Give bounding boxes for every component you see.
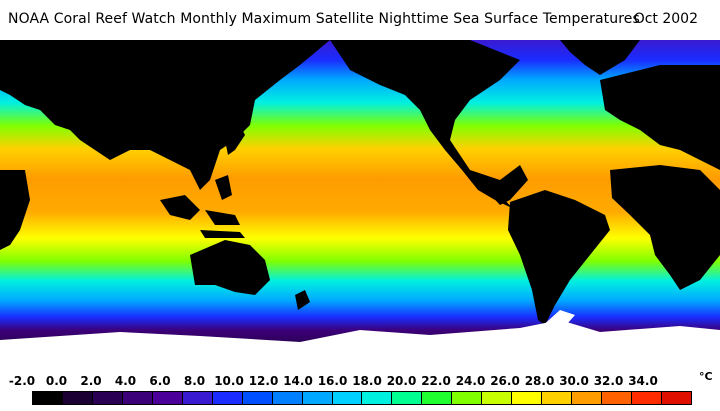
colorbar-swatch (302, 392, 333, 404)
colorbar-tick-label: 6.0 (149, 374, 171, 388)
colorbar-swatch (572, 392, 603, 404)
colorbar-swatch (452, 392, 483, 404)
colorbar-tick-label: 28.0 (524, 374, 555, 388)
colorbar-tick-labels: °C -2.0 0.0 2.0 4.0 6.0 8.0 10.0 12.0 14.0 16.0 18… (0, 370, 720, 390)
map-date: Oct 2002 (633, 11, 698, 27)
eurasia-landmass (0, 40, 720, 190)
colorbar-swatch (272, 392, 303, 404)
colorbar-swatch (242, 392, 273, 404)
colorbar-tick-label: 4.0 (114, 374, 137, 388)
australia-landmass (190, 240, 270, 295)
title-bar: NOAA Coral Reef Watch Monthly Maximum Sa… (0, 0, 720, 40)
colorbar-swatch (392, 392, 423, 404)
colorbar-unit: °C (699, 370, 713, 383)
colorbar-tick-label: 24.0 (455, 374, 486, 388)
colorbar-tick-label: 16.0 (317, 374, 348, 388)
antarctic-peninsula-ice (540, 310, 575, 332)
greenland-landmass (560, 40, 640, 75)
sst-map-canvas (0, 40, 720, 370)
colorbar-tick-label: 0.0 (45, 374, 68, 388)
colorbar-swatch (152, 392, 183, 404)
colorbar-swatch (62, 392, 93, 404)
new-zealand-islands (295, 290, 310, 310)
colorbar-tick-label: 2.0 (80, 374, 102, 388)
map-title: NOAA Coral Reef Watch Monthly Maximum Sa… (8, 11, 640, 27)
colorbar-tick-label: 14.0 (283, 374, 313, 388)
colorbar-swatch (212, 392, 243, 404)
japan-islands (225, 125, 245, 155)
colorbar-tick-label: 26.0 (490, 374, 520, 388)
colorbar-tick-label: -2.0 (8, 374, 36, 388)
maritime-continent-islands (160, 175, 245, 238)
colorbar-tick-label: 30.0 (559, 374, 589, 388)
colorbar-tick-label: 18.0 (352, 374, 382, 388)
colorbar-swatch (92, 392, 123, 404)
colorbar-swatch (362, 392, 393, 404)
central-america-landmass (470, 165, 528, 205)
sst-map (0, 40, 720, 370)
colorbar-tick-label: 8.0 (183, 374, 206, 388)
antarctica-ice (0, 320, 720, 370)
south-america-landmass (508, 190, 610, 325)
colorbar-swatch (33, 392, 63, 404)
colorbar-swatch (512, 392, 543, 404)
colorbar-swatch (662, 392, 691, 404)
colorbar-tick-label: 10.0 (214, 374, 244, 388)
colorbar-swatch (422, 392, 453, 404)
colorbar-swatch (332, 392, 363, 404)
colorbar-swatch (602, 392, 633, 404)
colorbar-tick-label: 22.0 (421, 374, 451, 388)
colorbar-tick-label: 34.0 (628, 374, 658, 388)
colorbar-tick-label: 12.0 (248, 374, 279, 388)
colorbar-swatch (182, 392, 213, 404)
colorbar-tick-label: 32.0 (593, 374, 624, 388)
colorbar-swatch (632, 392, 663, 404)
colorbar-swatch (482, 392, 513, 404)
colorbar (32, 391, 692, 405)
colorbar-tick-label: 20.0 (386, 374, 417, 388)
africa-landmass (0, 165, 720, 290)
colorbar-swatch (122, 392, 153, 404)
colorbar-swatch (542, 392, 573, 404)
north-america-landmass (330, 40, 520, 208)
